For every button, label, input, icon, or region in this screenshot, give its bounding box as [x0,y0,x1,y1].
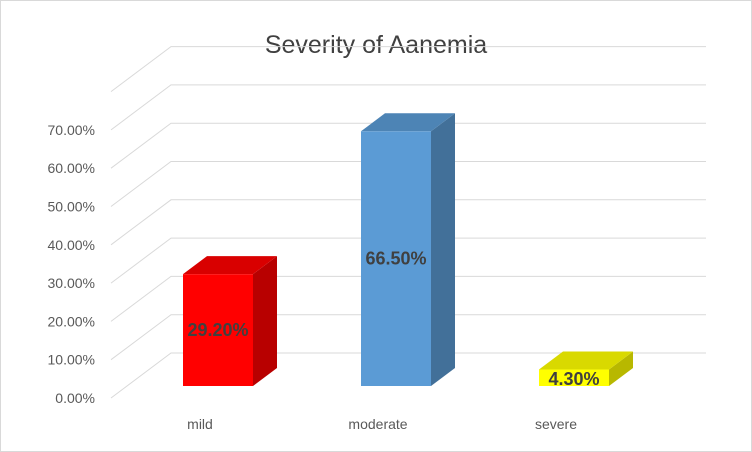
y-tick-label: 10.00% [48,352,95,368]
gridline [110,84,706,131]
gridline [110,314,706,361]
y-tick-label: 60.00% [48,160,95,176]
bar-top [539,351,633,370]
bar-severe [539,369,609,386]
x-category-label: moderate [348,416,407,432]
bar-top [183,256,277,275]
y-tick-label: 40.00% [48,237,95,253]
bar-side [253,256,277,386]
y-tick-label: 0.00% [55,390,95,406]
gridline [110,237,706,284]
gridline [110,122,706,169]
gridline [110,199,706,246]
gridline [110,352,706,399]
chart-title: Severity of Aanemia [264,31,488,59]
bar-side [431,113,455,387]
x-category-label: severe [535,416,577,432]
data-label: 4.30% [548,369,599,389]
bar-side [609,351,633,386]
gridline [110,161,706,207]
y-tick-label: 20.00% [48,313,95,329]
data-label: 29.20% [187,320,248,340]
gridline [110,46,706,92]
data-label: 66.50% [365,249,426,269]
bar-moderate [361,131,431,386]
y-tick-label: 50.00% [48,199,95,215]
gridline [110,275,706,322]
bar-top [361,113,455,132]
x-category-label: mild [187,416,213,432]
bar-mild [183,274,253,386]
y-tick-label: 30.00% [48,275,95,291]
y-tick-label: 70.00% [48,122,95,138]
